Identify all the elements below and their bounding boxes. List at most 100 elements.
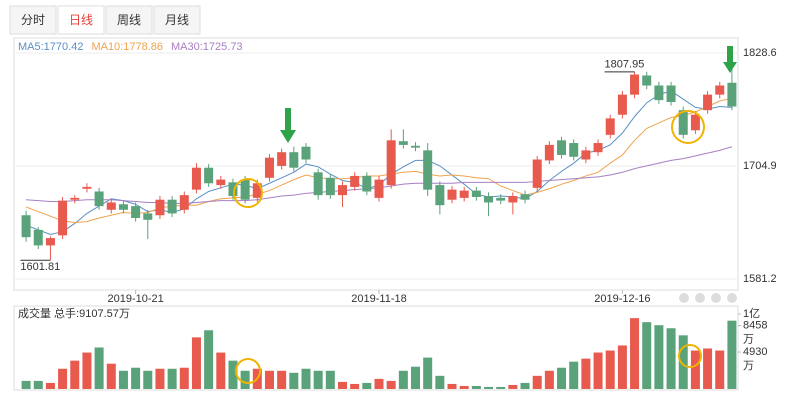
nav-button[interactable] xyxy=(727,293,737,303)
x-tick-label: 2019-10-21 xyxy=(107,293,163,305)
nav-button[interactable] xyxy=(679,293,689,303)
markers xyxy=(233,46,737,384)
candle-body xyxy=(642,75,652,86)
volume-bar xyxy=(532,375,542,389)
y-tick-label: 1704.9 xyxy=(743,160,777,172)
candle-body xyxy=(337,185,347,196)
x-tick-label: 2019-11-18 xyxy=(351,293,406,305)
candle-body xyxy=(264,157,274,178)
volume-bar xyxy=(411,366,421,389)
volume-bar xyxy=(690,350,700,389)
volume-bar xyxy=(484,386,494,389)
candle-body xyxy=(179,195,189,210)
tab[interactable] xyxy=(105,5,153,35)
nav-button[interactable] xyxy=(711,293,721,303)
volume-bar xyxy=(569,361,579,389)
volume-bar xyxy=(520,382,530,389)
arrow xyxy=(723,46,737,73)
volume-bar xyxy=(496,386,506,389)
candle-body xyxy=(277,152,287,166)
candle-body xyxy=(82,186,92,189)
legend-item: MA5:1770.42 xyxy=(18,41,83,53)
candle-body xyxy=(45,238,55,246)
candle-body xyxy=(484,196,494,203)
candle-body xyxy=(58,200,68,236)
volume-title: 成交量 总手:9107.57万 xyxy=(18,306,130,320)
volume-bar xyxy=(277,370,287,389)
volume-bar xyxy=(228,360,238,389)
unit-label: 万 xyxy=(743,360,754,372)
volume-bar xyxy=(167,368,177,389)
volume-bar xyxy=(678,335,688,389)
volume-bar xyxy=(715,350,725,389)
candle-body xyxy=(496,197,506,201)
volume-bar xyxy=(581,358,591,389)
volume-bar xyxy=(325,370,335,389)
volume-bar xyxy=(70,360,80,389)
candle-body xyxy=(216,179,226,186)
volume-bar xyxy=(727,320,737,389)
candle-body xyxy=(301,146,311,160)
volume-bar xyxy=(264,370,274,389)
volume-bar xyxy=(459,385,469,389)
candle-body xyxy=(617,94,627,115)
tab-label: 分时 xyxy=(21,13,45,27)
candle-body xyxy=(605,118,615,135)
candle-body xyxy=(654,85,664,101)
volume-bar xyxy=(131,367,141,389)
candle-body xyxy=(325,177,335,196)
candle-body xyxy=(350,175,360,187)
candle-body xyxy=(411,145,421,148)
volume-bar xyxy=(508,384,518,389)
unit-label: 万 xyxy=(743,333,754,345)
tab[interactable] xyxy=(57,5,105,35)
tab-label: 月线 xyxy=(165,13,189,27)
annotation-label: 1807.95 xyxy=(605,59,645,71)
candle-body xyxy=(593,143,603,153)
nav-buttons xyxy=(679,293,737,303)
volume-bar xyxy=(666,328,676,389)
volume-bar xyxy=(94,347,104,389)
candle-body xyxy=(106,202,116,210)
candle-body xyxy=(118,204,128,210)
volume-bar xyxy=(155,368,165,389)
candle-body xyxy=(727,82,737,107)
candle-body xyxy=(435,185,445,206)
candle-body xyxy=(191,167,201,190)
volume-bar xyxy=(374,378,384,389)
candle-body xyxy=(374,179,384,198)
volume-bar xyxy=(471,385,481,389)
highlight-circle xyxy=(235,358,261,384)
candle-body xyxy=(33,229,43,246)
tab[interactable] xyxy=(153,5,201,35)
candle-body xyxy=(252,183,262,198)
volume-bar xyxy=(447,383,457,389)
candle-body xyxy=(70,197,80,200)
volume-bar xyxy=(617,345,627,389)
candle-body xyxy=(715,85,725,95)
candle-body xyxy=(544,144,554,161)
volume-bar xyxy=(362,382,372,389)
candle-body xyxy=(690,114,700,131)
volume-bar xyxy=(45,382,55,389)
candle-body xyxy=(94,191,104,207)
volume-bar xyxy=(216,352,226,389)
tab[interactable] xyxy=(9,5,57,35)
candle-body xyxy=(240,179,250,200)
volume-bar xyxy=(82,352,92,389)
candle-body xyxy=(520,194,530,200)
volume-bar xyxy=(642,322,652,389)
price-panel xyxy=(13,37,739,291)
volume-bar xyxy=(398,370,408,389)
volume-bar xyxy=(106,363,116,389)
y-tick-label: 1亿 xyxy=(743,307,760,320)
volume-bar xyxy=(240,370,250,389)
candle-body xyxy=(581,150,591,160)
x-tick-label: 2019-12-16 xyxy=(594,293,650,305)
y-tick-label: 4930 xyxy=(743,346,767,358)
volume-bar xyxy=(191,337,201,389)
volume-bar xyxy=(143,370,153,389)
volume-bar xyxy=(423,357,433,389)
nav-button[interactable] xyxy=(695,293,705,303)
